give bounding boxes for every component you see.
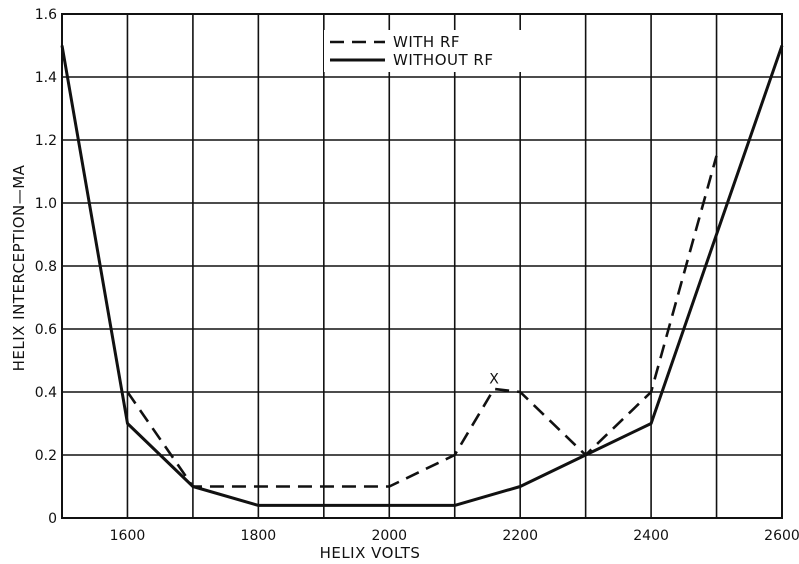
- tick-labels: 1600 1800 2000 2200 2400 2600 0 0.2 0.4 0.6 0.8 1.0…: [35, 7, 799, 544]
- x-tick-label: 1800: [241, 528, 277, 544]
- y-tick-label: 1.2: [35, 133, 57, 149]
- legend: WITH RF WITHOUT RF: [324, 30, 524, 72]
- legend-label-with-rf: WITH RF: [393, 33, 460, 51]
- y-tick-label: 1.0: [35, 196, 57, 212]
- series-line-with-rf: [126, 155, 718, 488]
- x-tick-label: 2400: [633, 528, 669, 544]
- series-line-without-rf: [60, 45, 784, 507]
- y-tick-label: 1.6: [35, 7, 57, 23]
- series-layer: X: [60, 45, 784, 507]
- x-axis-label: HELIX VOLTS: [320, 544, 421, 562]
- x-tick-label: 2600: [764, 528, 799, 544]
- y-tick-label: 0.8: [35, 259, 57, 275]
- y-axis-label: HELIX INTERCEPTION—MA: [10, 164, 28, 371]
- y-tick-label: 0.4: [35, 385, 57, 401]
- legend-label-without-rf: WITHOUT RF: [393, 51, 493, 69]
- x-tick-label: 1600: [110, 528, 146, 544]
- annotation-marker-0: X: [489, 371, 499, 387]
- grid: [61, 13, 783, 519]
- y-tick-label: 0: [48, 511, 57, 527]
- plot-frame: [61, 13, 783, 519]
- x-tick-label: 2200: [502, 528, 538, 544]
- x-tick-label: 2000: [371, 528, 407, 544]
- y-tick-label: 0.6: [35, 322, 57, 338]
- y-tick-label: 1.4: [35, 70, 57, 86]
- y-tick-label: 0.2: [35, 448, 57, 464]
- legend-background: [324, 30, 524, 72]
